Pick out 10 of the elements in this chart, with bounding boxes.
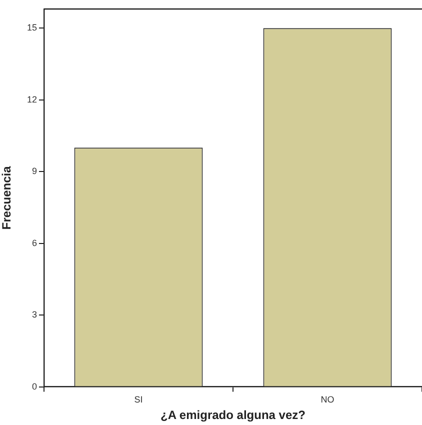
x-tick-label: SI: [134, 394, 143, 405]
y-axis-title: Frecuencia: [0, 166, 14, 230]
y-tick-label: 0: [32, 381, 37, 392]
y-tick-label: 12: [26, 94, 37, 104]
y-tick-label: 9: [32, 166, 37, 176]
y-tick-label: 6: [32, 238, 37, 248]
y-tick-label: 3: [32, 310, 37, 320]
y-tick-label: 15: [26, 22, 37, 33]
x-tick-label: NO: [320, 394, 334, 405]
x-axis-title: ¿A emigrado alguna vez?: [160, 408, 306, 422]
